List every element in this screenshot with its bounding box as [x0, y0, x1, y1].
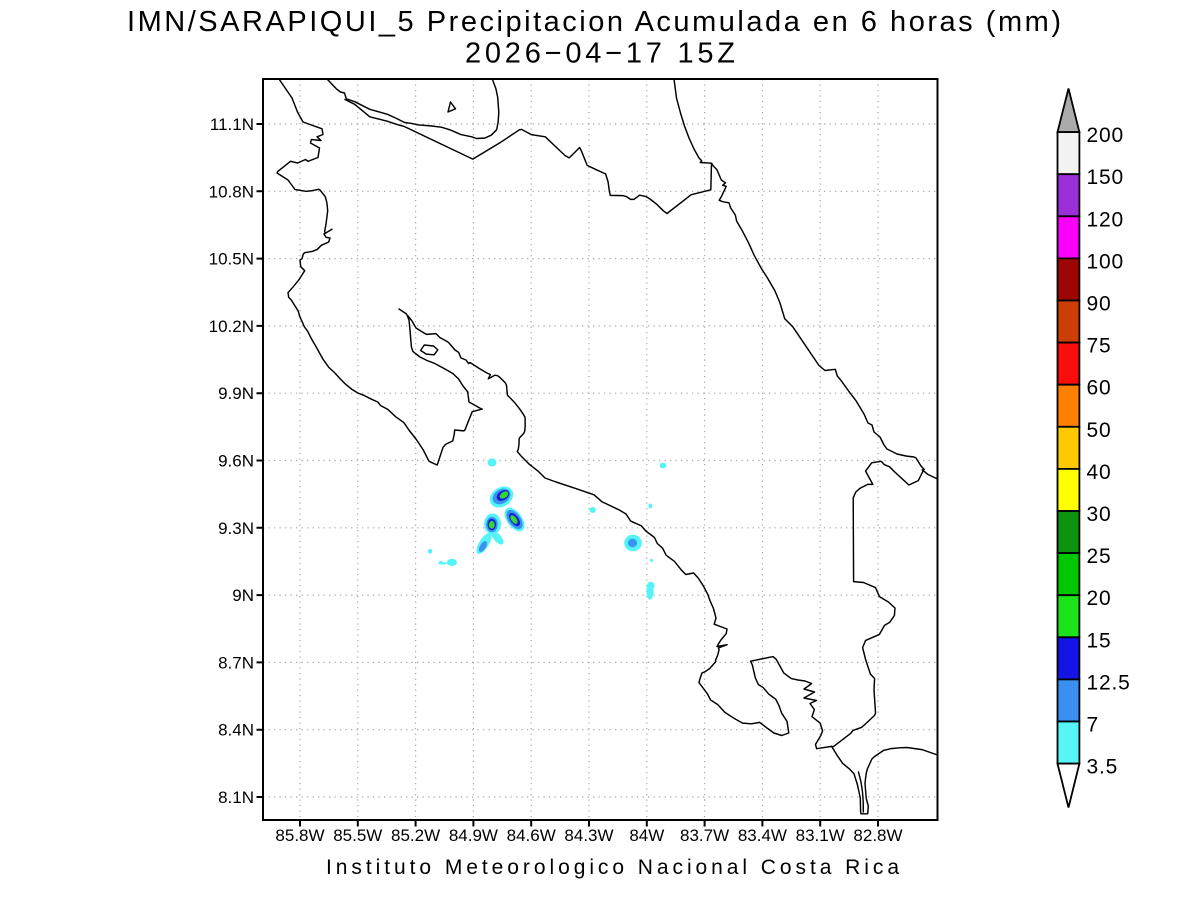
svg-text:30: 30 [1087, 503, 1112, 526]
svg-text:84.3W: 84.3W [564, 826, 613, 845]
svg-text:20: 20 [1087, 587, 1112, 610]
svg-text:8.1N: 8.1N [218, 788, 254, 807]
svg-text:IMN/SARAPIQUI_5 Precipitacion: IMN/SARAPIQUI_5 Precipitacion Acumulada … [127, 6, 1061, 38]
svg-text:85.8W: 85.8W [275, 826, 324, 845]
svg-text:2026−04−17 15Z: 2026−04−17 15Z [465, 38, 735, 70]
svg-text:11.1N: 11.1N [210, 115, 254, 134]
svg-text:Instituto Meteorologico Nacion: Instituto Meteorologico Nacional Costa R… [326, 856, 899, 879]
svg-text:75: 75 [1087, 335, 1112, 358]
svg-text:85.2W: 85.2W [391, 826, 440, 845]
svg-text:9.9N: 9.9N [218, 384, 254, 403]
svg-text:25: 25 [1087, 545, 1112, 568]
svg-text:9N: 9N [232, 586, 254, 605]
svg-text:100: 100 [1087, 250, 1124, 273]
svg-text:84.9W: 84.9W [449, 826, 498, 845]
svg-text:84W: 84W [629, 826, 664, 845]
svg-text:60: 60 [1087, 377, 1112, 400]
svg-text:10.5N: 10.5N [209, 250, 254, 269]
svg-text:10.2N: 10.2N [209, 317, 254, 336]
svg-text:7: 7 [1087, 714, 1099, 737]
svg-text:8.7N: 8.7N [218, 653, 254, 672]
svg-text:15: 15 [1087, 629, 1112, 652]
svg-text:82.8W: 82.8W [853, 826, 902, 845]
svg-text:9.3N: 9.3N [218, 519, 254, 538]
svg-text:83.1W: 83.1W [796, 826, 845, 845]
svg-text:90: 90 [1087, 293, 1112, 316]
svg-text:83.7W: 83.7W [680, 826, 729, 845]
svg-text:10.8N: 10.8N [209, 182, 254, 201]
svg-text:83.4W: 83.4W [738, 826, 787, 845]
svg-text:200: 200 [1087, 124, 1124, 147]
svg-text:120: 120 [1087, 208, 1124, 231]
svg-text:150: 150 [1087, 166, 1124, 189]
svg-text:50: 50 [1087, 419, 1112, 442]
svg-text:12.5: 12.5 [1087, 671, 1131, 694]
svg-text:84.6W: 84.6W [507, 826, 556, 845]
svg-text:85.5W: 85.5W [333, 826, 382, 845]
svg-text:9.6N: 9.6N [218, 452, 254, 471]
svg-text:8.4N: 8.4N [218, 721, 254, 740]
svg-text:40: 40 [1087, 461, 1112, 484]
svg-text:3.5: 3.5 [1087, 756, 1119, 779]
